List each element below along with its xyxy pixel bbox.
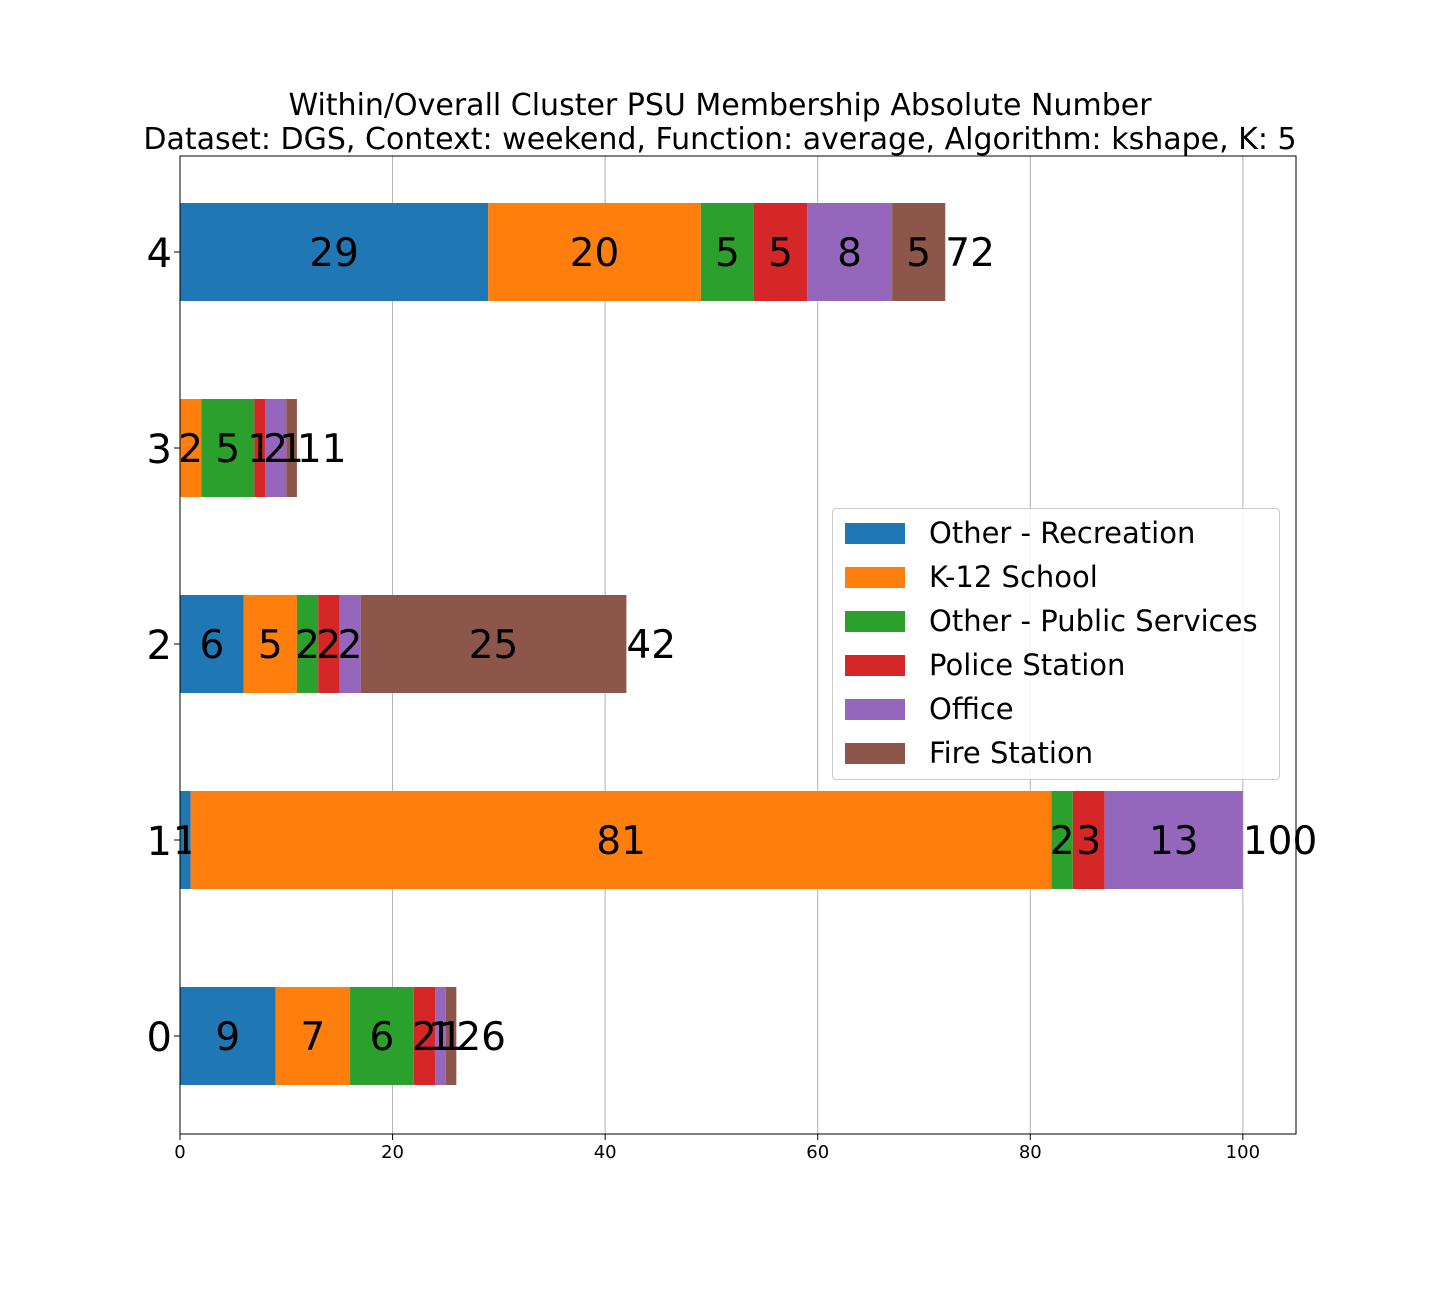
bar-total-label: 11: [297, 427, 347, 472]
legend-label: Office: [929, 692, 1014, 726]
bar-value-label: 29: [309, 231, 359, 276]
legend-swatch: [845, 698, 905, 720]
bar-value-label: 1: [439, 1015, 464, 1060]
bar-value-label: 2: [178, 427, 203, 472]
bar-segment: [243, 595, 297, 693]
legend-swatch: [845, 610, 905, 632]
bar-segment: [190, 791, 1052, 889]
bar-segment: [254, 399, 266, 497]
bar-segment: [180, 203, 489, 301]
x-tick-label: 20: [381, 1142, 404, 1163]
legend-item: Office: [845, 691, 1014, 727]
bar-segment: [350, 987, 414, 1085]
bar-segment: [360, 595, 627, 693]
bar-value-label: 2: [338, 623, 363, 668]
bar-value-label: 2: [412, 1015, 437, 1060]
bar-segment: [180, 987, 276, 1085]
bar-total-label: 100: [1243, 819, 1317, 864]
bar-value-label: 2: [1050, 819, 1075, 864]
bar-segment: [1104, 791, 1243, 889]
legend-label: Other - Recreation: [929, 516, 1196, 550]
bar-segment: [435, 987, 446, 1085]
bar-segment: [265, 399, 287, 497]
y-tick-label: 4: [147, 231, 172, 277]
bar-segment: [201, 399, 255, 497]
bar-total-label: 42: [626, 623, 676, 668]
bar-total-label: 26: [456, 1015, 506, 1060]
bar-value-label: 6: [199, 623, 224, 668]
legend-swatch: [845, 742, 905, 764]
y-tick-label: 0: [147, 1015, 172, 1061]
bar-value-label: 3: [1076, 819, 1101, 864]
bar-segment: [180, 595, 244, 693]
bar-value-label: 5: [258, 623, 283, 668]
bar-value-label: 9: [215, 1015, 240, 1060]
bar-value-label: 81: [596, 819, 646, 864]
legend-swatch: [845, 566, 905, 588]
bar-value-label: 5: [768, 231, 793, 276]
bar-segment: [488, 203, 701, 301]
bar-value-label: 5: [715, 231, 740, 276]
y-tick-label: 3: [147, 427, 172, 473]
bar-segment: [1051, 791, 1073, 889]
x-tick-label: 60: [806, 1142, 829, 1163]
x-tick-label: 80: [1019, 1142, 1042, 1163]
bar-segment: [1072, 791, 1105, 889]
chart-title: Within/Overall Cluster PSU Membership Ab…: [288, 88, 1152, 123]
x-tick-label: 40: [594, 1142, 617, 1163]
legend-swatch: [845, 654, 905, 676]
bar-segment: [807, 203, 893, 301]
bar-value-label: 6: [370, 1015, 395, 1060]
y-tick-label: 2: [147, 623, 172, 669]
legend-swatch: [845, 522, 905, 544]
bar-segment: [753, 203, 808, 301]
legend: Other - Recreation K-12 School Other - Pub…: [832, 508, 1280, 780]
bar-segment: [700, 203, 754, 301]
legend-item: K-12 School: [845, 559, 1098, 595]
legend-label: Fire Station: [929, 736, 1094, 770]
legend-label: Police Station: [929, 648, 1126, 682]
bar-value-label: 1: [279, 427, 304, 472]
bar-segment: [296, 595, 319, 693]
bar-segment: [413, 987, 436, 1085]
bar-segment: [180, 791, 191, 889]
chart-subtitle: Dataset: DGS, Context: weekend, Function…: [143, 122, 1297, 157]
bar-value-label: 8: [837, 231, 862, 276]
legend-item: Other - Recreation: [845, 515, 1195, 551]
legend-item: Fire Station: [845, 735, 1093, 771]
bar-segment: [892, 203, 946, 301]
bar-segment: [318, 595, 340, 693]
bar-value-label: 20: [570, 231, 620, 276]
y-tick-label: 1: [147, 819, 172, 865]
bar-value-label: 2: [263, 427, 288, 472]
legend-label: Other - Public Services: [929, 604, 1258, 638]
x-tick-label: 0: [174, 1142, 185, 1163]
bar-value-label: 13: [1149, 819, 1199, 864]
bar-value-label: 2: [316, 623, 341, 668]
bar-value-label: 7: [300, 1015, 325, 1060]
legend-item: Police Station: [845, 647, 1125, 683]
bar-segment: [275, 987, 351, 1085]
bar-value-label: 25: [469, 623, 519, 668]
bar-segment: [339, 595, 361, 693]
legend-item: Other - Public Services: [845, 603, 1258, 639]
bar-total-label: 72: [945, 231, 995, 276]
bar-segment: [286, 399, 297, 497]
x-tick-label: 100: [1226, 1142, 1260, 1163]
bar-segment: [445, 987, 457, 1085]
bar-value-label: 5: [215, 427, 240, 472]
bar-value-label: 2: [295, 623, 320, 668]
legend-label: K-12 School: [929, 560, 1098, 594]
axes-frame: [179, 155, 1297, 1135]
bar-value-label: 5: [906, 231, 931, 276]
bar-segment: [180, 399, 202, 497]
